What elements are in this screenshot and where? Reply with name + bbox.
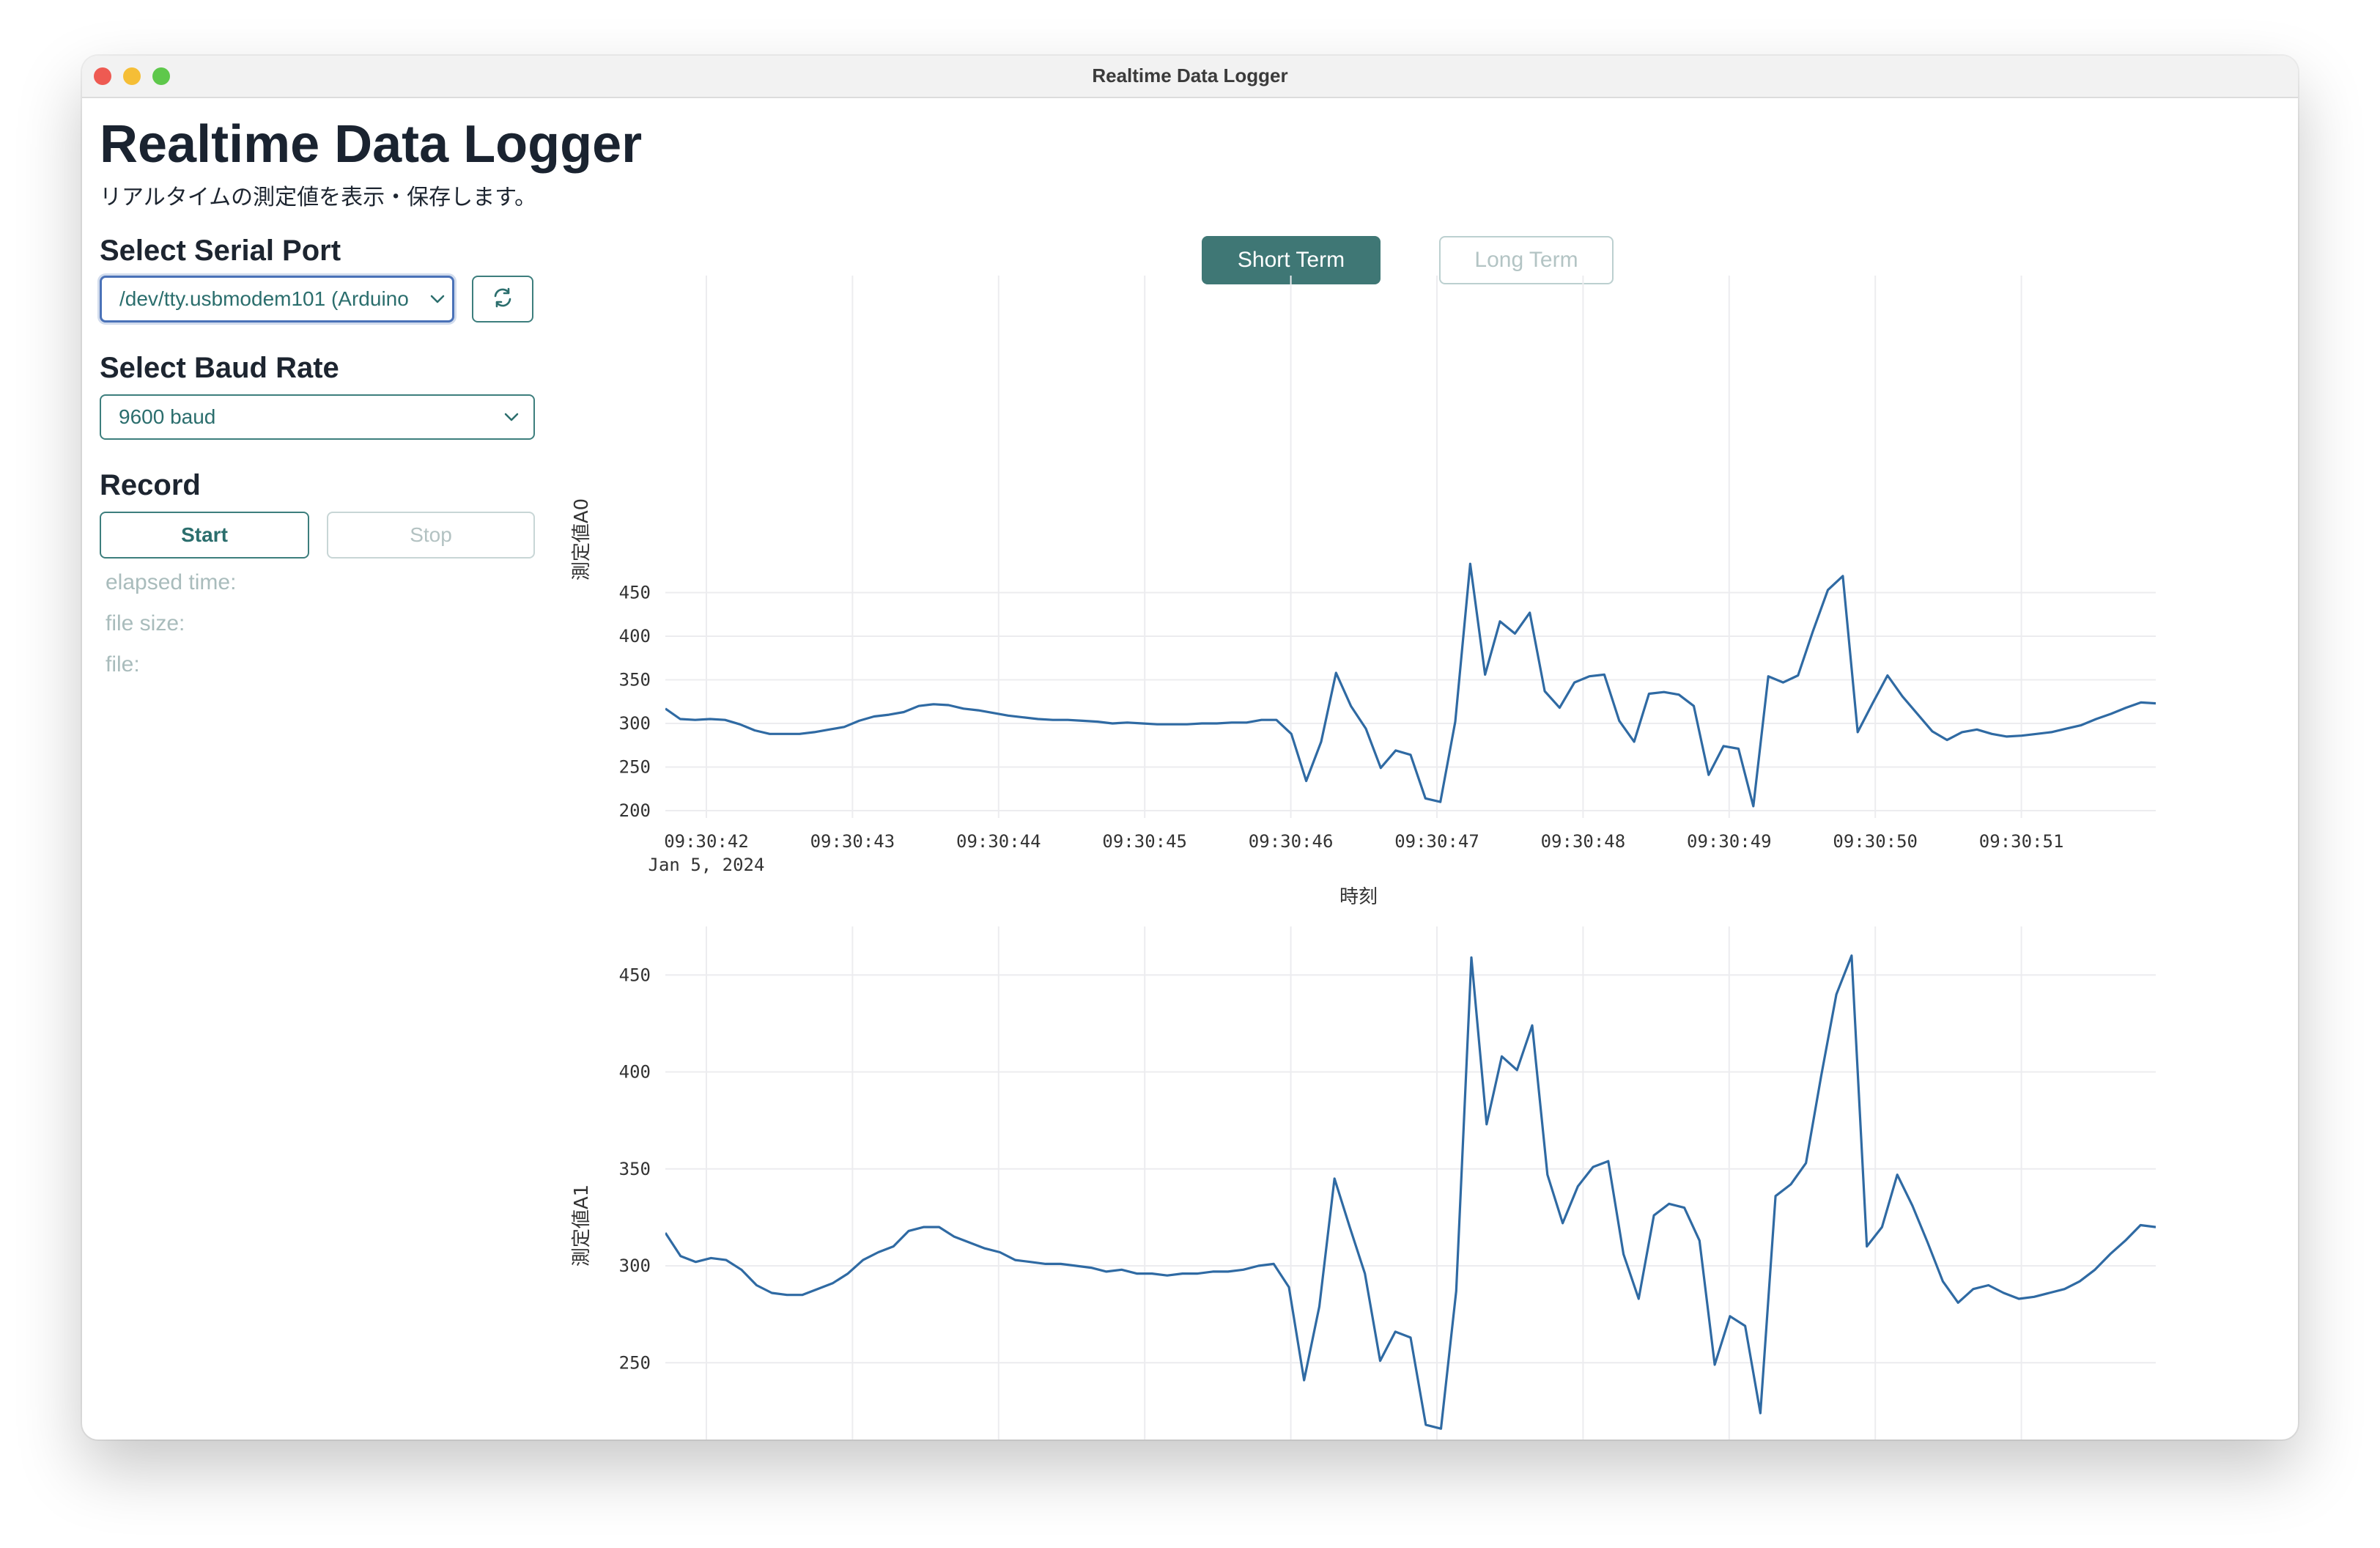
series-line — [665, 954, 2156, 1430]
x-tick-label: 09:30:47 — [1394, 831, 1479, 852]
y-tick-label: 400 — [619, 1062, 651, 1083]
window-title: Realtime Data Logger — [1092, 64, 1288, 86]
serial-port-select[interactable]: /dev/tty.usbmodem101 (Arduino — [100, 276, 454, 322]
file-size-label: file size: — [106, 611, 185, 635]
y-tick-label: 200 — [619, 800, 651, 821]
long-term-button[interactable]: Long Term — [1439, 236, 1614, 284]
y-tick-label: 250 — [619, 757, 651, 778]
title-bar: Realtime Data Logger — [82, 56, 2298, 98]
baud-rate-value: 9600 baud — [119, 405, 216, 428]
x-tick-label: 09:30:46 — [1249, 831, 1334, 852]
page-title: Realtime Data Logger — [100, 115, 643, 174]
stop-button[interactable]: Stop — [327, 512, 535, 559]
chevron-down-icon — [489, 413, 533, 421]
close-window-button[interactable] — [94, 67, 111, 85]
y-tick-label: 300 — [619, 713, 651, 734]
start-button[interactable]: Start — [100, 512, 309, 559]
baud-rate-label: Select Baud Rate — [100, 352, 339, 384]
elapsed-time-label: elapsed time: — [106, 570, 237, 594]
x-tick-label: 09:30:49 — [1687, 831, 1772, 852]
x-tick-label: 09:30:44 — [956, 831, 1041, 852]
baud-rate-select[interactable]: 9600 baud — [100, 394, 535, 440]
y-tick-label: 300 — [619, 1256, 651, 1276]
y-tick-label: 350 — [619, 670, 651, 690]
y-tick-label: 350 — [619, 1159, 651, 1179]
x-tick-label: 09:30:42 — [664, 831, 749, 852]
zoom-window-button[interactable] — [152, 67, 170, 85]
refresh-icon — [491, 286, 514, 313]
page-subtitle: リアルタイムの測定値を表示・保存します。 — [100, 185, 537, 210]
x-tick-label: 09:30:50 — [1833, 831, 1918, 852]
chart-a1: 250 300 350 400 450 測定値A1 — [571, 926, 2156, 1440]
y-tick-label: 450 — [619, 965, 651, 985]
x-tick-label: 09:30:45 — [1102, 831, 1187, 852]
refresh-ports-button[interactable] — [472, 276, 533, 322]
y-axis-title: 測定値A0 — [571, 498, 593, 580]
chart-a0: 200 250 300 350 400 450 09:30:42 09:30:43 09:30:… — [571, 276, 2156, 908]
charts-area: 200 250 300 350 400 450 09:30:42 09:30:43 09:30:… — [571, 276, 2156, 1440]
chevron-down-icon — [423, 295, 452, 303]
series-line — [665, 562, 2156, 808]
serial-port-label: Select Serial Port — [100, 235, 341, 267]
x-tick-label: 09:30:48 — [1541, 831, 1626, 852]
x-tick-label: 09:30:51 — [1979, 831, 2064, 852]
y-tick-label: 250 — [619, 1352, 651, 1373]
x-tick-label: 09:30:43 — [810, 831, 895, 852]
record-label: Record — [100, 469, 201, 501]
y-tick-label: 450 — [619, 583, 651, 603]
minimize-window-button[interactable] — [123, 67, 141, 85]
y-axis-title: 測定値A1 — [571, 1184, 593, 1267]
y-tick-label: 400 — [619, 626, 651, 646]
app-window: Realtime Data Logger Realtime Data Logge… — [82, 56, 2298, 1440]
x-tick-date-label: Jan 5, 2024 — [648, 855, 765, 875]
file-label: file: — [106, 652, 140, 677]
x-axis-title: 時刻 — [1339, 886, 1378, 908]
serial-port-value: /dev/tty.usbmodem101 (Arduino — [119, 287, 409, 310]
